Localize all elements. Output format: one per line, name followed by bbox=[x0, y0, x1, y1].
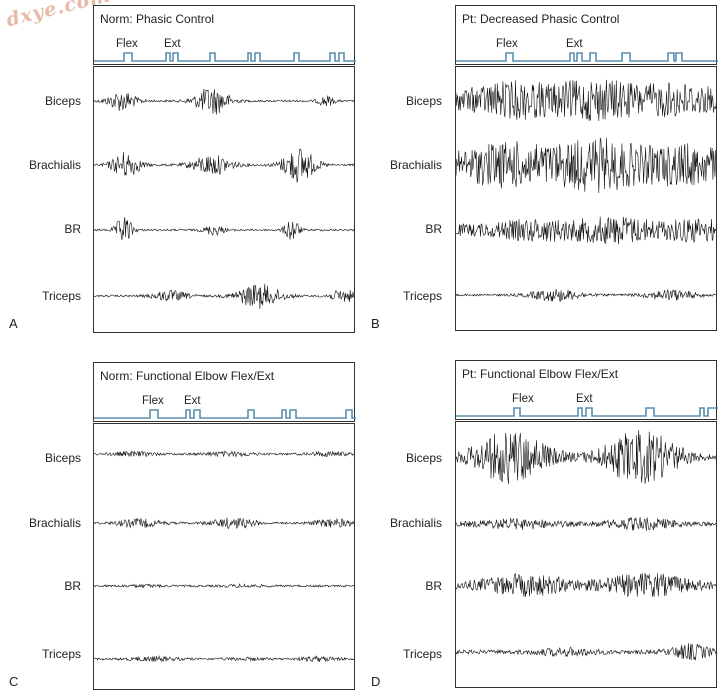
panel-a-row-brachialis: Brachialis bbox=[28, 158, 81, 172]
panel-d-row-biceps: Biceps bbox=[405, 451, 442, 465]
panel-c-timing-signal bbox=[94, 409, 356, 419]
panel-a-emg-area bbox=[93, 66, 355, 333]
emg-trace bbox=[456, 643, 716, 661]
panel-a-row-biceps: Biceps bbox=[44, 94, 81, 108]
panel-b-row-biceps: Biceps bbox=[405, 94, 442, 108]
panel-a-row-triceps: Triceps bbox=[42, 289, 81, 303]
emg-trace bbox=[94, 217, 354, 240]
panel-b-title-box: Pt: Decreased Phasic Control Flex Ext bbox=[455, 5, 718, 65]
panel-c-letter: C bbox=[9, 674, 19, 689]
panel-c-emg-traces bbox=[94, 450, 354, 663]
emg-trace bbox=[94, 283, 354, 310]
panel-c-row-biceps: Biceps bbox=[44, 451, 81, 465]
panel-d-timing-signal bbox=[456, 407, 718, 417]
panel-a-ext-label: Ext bbox=[164, 38, 181, 50]
emg-trace bbox=[94, 517, 354, 530]
emg-trace bbox=[456, 79, 716, 122]
panel-d-flex-label: Flex bbox=[512, 393, 534, 405]
panel-d-ext-label: Ext bbox=[576, 393, 593, 405]
panel-d-title: Pt: Functional Elbow Flex/Ext bbox=[462, 367, 619, 381]
panel-b-title: Pt: Decreased Phasic Control bbox=[462, 12, 620, 26]
panel-b-letter: B bbox=[371, 316, 380, 331]
panel-d-letter: D bbox=[371, 674, 381, 689]
panel-b-flex-label: Flex bbox=[496, 38, 518, 50]
panel-a-emg-traces bbox=[94, 88, 354, 310]
panel-d-row-triceps: Triceps bbox=[403, 647, 442, 661]
panel-a-row-br: BR bbox=[64, 222, 81, 236]
panel-b-ext-label: Ext bbox=[566, 38, 583, 50]
panel-b-row-triceps: Triceps bbox=[403, 289, 442, 303]
panel-c-row-br: BR bbox=[64, 579, 81, 593]
panel-c-row-triceps: Triceps bbox=[42, 647, 81, 661]
emg-trace bbox=[94, 583, 354, 589]
emg-trace bbox=[94, 450, 354, 458]
panel-c-title: Norm: Functional Elbow Flex/Ext bbox=[100, 369, 275, 383]
emg-trace bbox=[456, 289, 716, 302]
panel-b-timing-signal bbox=[456, 52, 718, 62]
panel-d-emg-traces bbox=[456, 430, 716, 661]
panel-b-emg-traces bbox=[456, 79, 716, 302]
panel-c-emg-area bbox=[93, 423, 355, 690]
panel-a-timing-signal bbox=[94, 52, 356, 62]
emg-trace bbox=[456, 430, 716, 485]
emg-trace bbox=[94, 655, 354, 663]
panel-c-row-brachialis: Brachialis bbox=[28, 516, 81, 530]
panel-a-flex-label: Flex bbox=[116, 38, 138, 50]
emg-trace bbox=[456, 516, 716, 531]
panel-b-row-br: BR bbox=[425, 222, 442, 236]
panel-a-title-box: Norm: Phasic Control Flex Ext bbox=[93, 5, 356, 65]
panel-b-emg-area bbox=[455, 66, 717, 331]
emg-trace bbox=[456, 572, 716, 598]
panel-d-title-box: Pt: Functional Elbow Flex/Ext Flex Ext bbox=[455, 360, 718, 420]
panel-d-emg-area bbox=[455, 421, 717, 688]
panel-c-flex-label: Flex bbox=[142, 395, 164, 407]
emg-trace bbox=[456, 216, 716, 245]
panel-d-row-br: BR bbox=[425, 579, 442, 593]
emg-trace bbox=[94, 88, 354, 115]
emg-trace bbox=[456, 137, 716, 194]
panel-c-title-box: Norm: Functional Elbow Flex/Ext Flex Ext bbox=[93, 362, 356, 422]
panel-d-row-brachialis: Brachialis bbox=[389, 516, 442, 530]
panel-c-ext-label: Ext bbox=[184, 395, 201, 407]
panel-a-letter: A bbox=[9, 316, 18, 331]
emg-trace bbox=[94, 148, 354, 183]
panel-a-title: Norm: Phasic Control bbox=[100, 12, 215, 26]
panel-b-row-brachialis: Brachialis bbox=[389, 158, 442, 172]
